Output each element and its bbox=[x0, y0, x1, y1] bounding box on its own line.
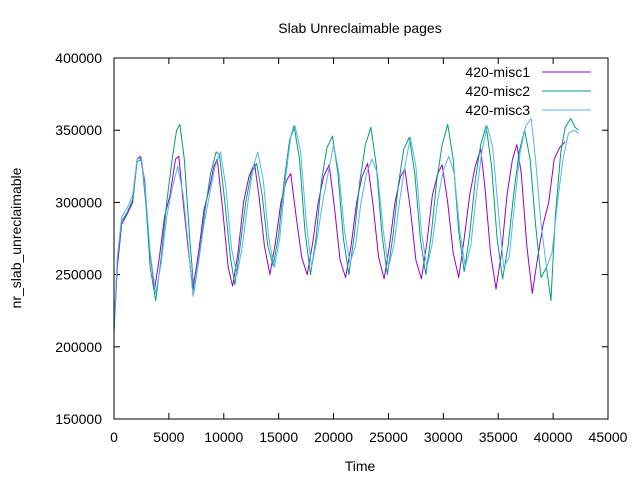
y-tick-label: 150000 bbox=[55, 411, 102, 427]
series-line-420-misc2 bbox=[113, 118, 579, 330]
legend-label: 420-misc3 bbox=[465, 102, 530, 118]
x-tick-label: 10000 bbox=[204, 429, 243, 445]
x-tick-label: 0 bbox=[110, 429, 118, 445]
chart-title: Slab Unreclaimable pages bbox=[278, 20, 441, 36]
series-line-420-misc1 bbox=[113, 141, 566, 333]
x-tick-label: 20000 bbox=[314, 429, 353, 445]
x-tick-label: 5000 bbox=[153, 429, 184, 445]
x-tick-label: 15000 bbox=[259, 429, 298, 445]
x-tick-label: 25000 bbox=[369, 429, 408, 445]
x-axis-label: Time bbox=[345, 458, 376, 474]
x-tick-label: 40000 bbox=[534, 429, 573, 445]
plot-frame bbox=[113, 57, 609, 420]
x-tick-label: 30000 bbox=[424, 429, 463, 445]
y-axis-label: nr_slab_unreclaimable bbox=[8, 167, 24, 308]
y-tick-label: 200000 bbox=[55, 339, 102, 355]
y-tick-label: 300000 bbox=[55, 194, 102, 210]
y-tick-label: 250000 bbox=[55, 267, 102, 283]
y-tick-label: 400000 bbox=[55, 50, 102, 66]
series-line-420-misc3 bbox=[113, 118, 579, 330]
legend-label: 420-misc2 bbox=[465, 83, 530, 99]
series-lines bbox=[113, 118, 579, 333]
x-tick-label: 35000 bbox=[479, 429, 518, 445]
legend: 420-misc1 420-misc2 420-misc3 bbox=[465, 64, 591, 118]
y-tick-label: 350000 bbox=[55, 122, 102, 138]
x-tick-label: 45000 bbox=[589, 429, 628, 445]
legend-label: 420-misc1 bbox=[465, 64, 530, 80]
axis-tick-labels: 0 5000 10000 15000 20000 25000 30000 35000 40000… bbox=[55, 50, 627, 445]
